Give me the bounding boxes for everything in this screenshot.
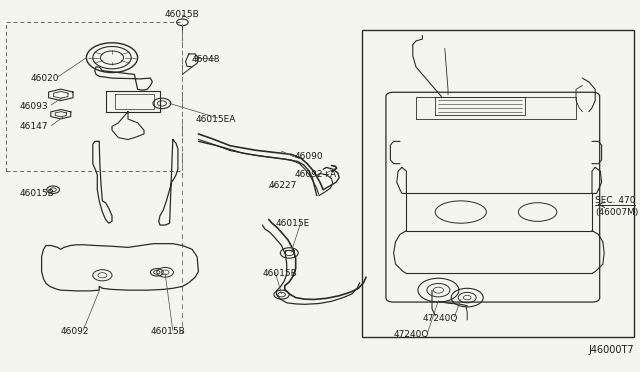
Text: 46048: 46048 <box>192 55 221 64</box>
Text: 47240Q: 47240Q <box>422 314 458 323</box>
Text: J46000T7: J46000T7 <box>588 345 634 355</box>
Text: 46015EA: 46015EA <box>195 115 236 124</box>
Text: SEC. 470: SEC. 470 <box>595 196 636 205</box>
Text: 46015B: 46015B <box>19 189 54 198</box>
Text: 46015B: 46015B <box>165 10 200 19</box>
Text: 46015B: 46015B <box>262 269 297 278</box>
Text: 46015E: 46015E <box>275 219 310 228</box>
Text: 46092: 46092 <box>61 327 90 336</box>
Text: 46092+A: 46092+A <box>294 170 337 179</box>
Text: (46007M): (46007M) <box>595 208 639 217</box>
Text: 46020: 46020 <box>31 74 60 83</box>
Text: 46090: 46090 <box>294 152 323 161</box>
Text: 46093: 46093 <box>19 102 48 110</box>
Text: 46147: 46147 <box>19 122 48 131</box>
Bar <box>362 30 634 337</box>
Text: 46227: 46227 <box>269 182 297 190</box>
Text: 47240Q: 47240Q <box>394 330 429 339</box>
Text: 46015B: 46015B <box>150 327 185 336</box>
